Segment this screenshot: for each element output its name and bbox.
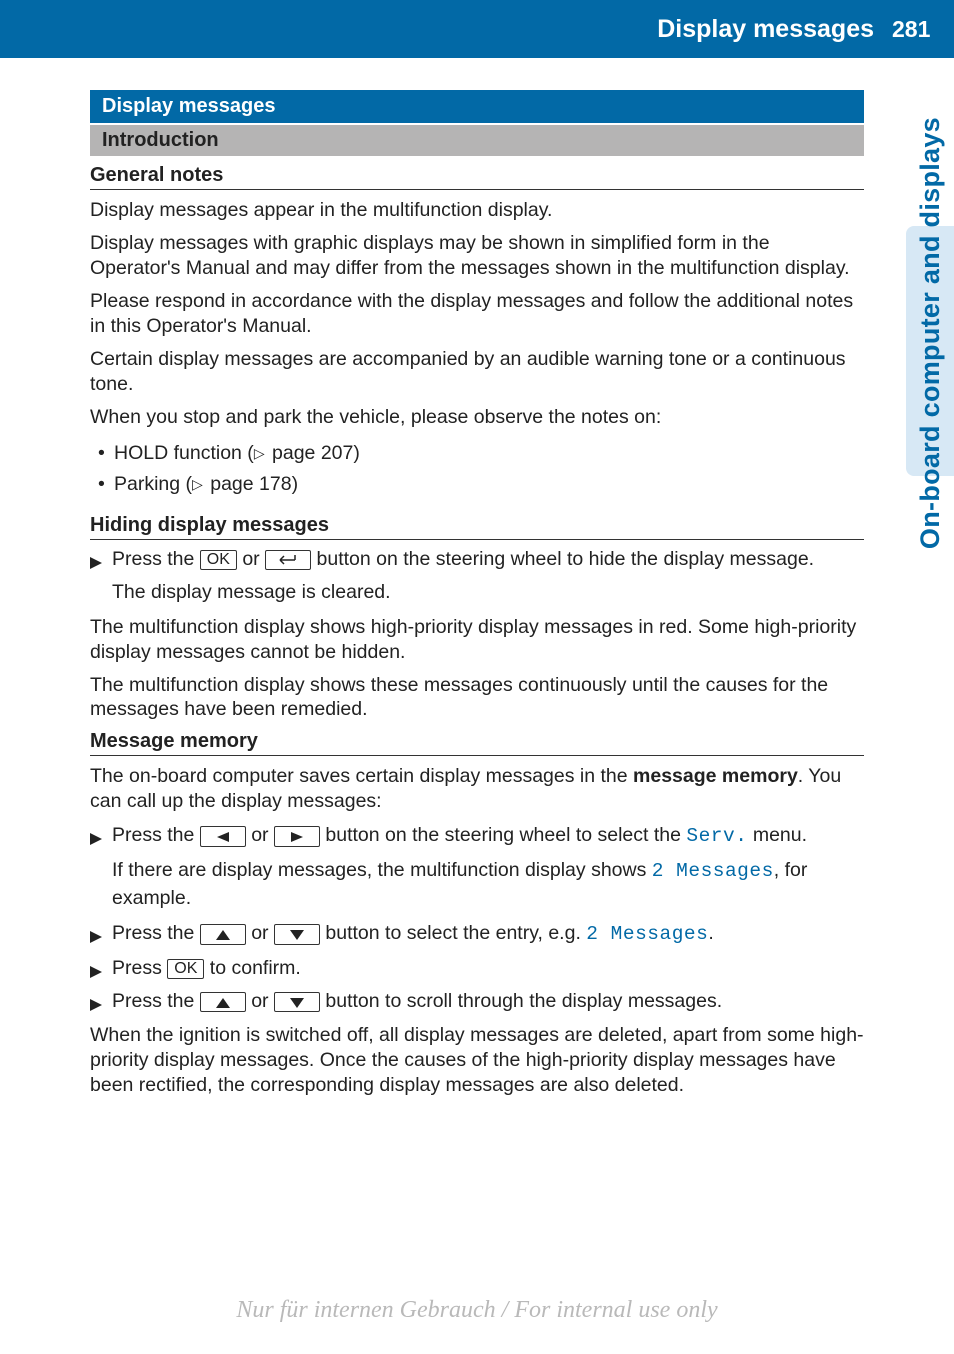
display-text-messages: 2 Messages xyxy=(586,923,708,945)
header-title: Display messages xyxy=(657,15,874,44)
step-text: menu. xyxy=(747,824,807,846)
paragraph: Please respond in accordance with the di… xyxy=(90,289,864,339)
step-marker-icon xyxy=(90,959,102,986)
step-text: or xyxy=(246,990,274,1012)
instruction-step: Press the or button on the steering whee… xyxy=(90,822,864,850)
back-button-icon xyxy=(265,550,311,570)
left-arrow-button-icon xyxy=(200,826,246,846)
watermark-text: Nur für internen Gebrauch / For internal… xyxy=(0,1297,954,1324)
instruction-step: Press the OK or button on the steering w… xyxy=(90,546,864,573)
step-sub-text: If there are display messages, the multi… xyxy=(90,857,864,913)
step-text: or xyxy=(237,548,265,570)
display-text-serv: Serv. xyxy=(686,825,747,847)
reference-triangle-icon: ▷ xyxy=(192,473,203,495)
step-marker-icon xyxy=(90,992,102,1019)
step-text: or xyxy=(246,824,274,846)
ok-button-icon: OK xyxy=(200,550,237,570)
paragraph: The multifunction display shows high-pri… xyxy=(90,615,864,665)
page-header: Display messages 281 xyxy=(0,0,954,58)
paragraph: When the ignition is switched off, all d… xyxy=(90,1023,864,1098)
list-text: Parking ( xyxy=(114,473,192,495)
step-text: Press xyxy=(112,957,167,979)
ok-button-icon: OK xyxy=(167,959,204,979)
list-item: HOLD function (▷ page 207) xyxy=(98,438,864,469)
side-tab-label: On-board computer and displays xyxy=(915,117,946,549)
step-marker-icon xyxy=(90,924,102,951)
instruction-step: Press the or button to select the entry,… xyxy=(90,920,864,948)
paragraph: Certain display messages are accompanied… xyxy=(90,347,864,397)
list-text: ) xyxy=(292,473,299,495)
step-text: button to scroll through the display mes… xyxy=(320,990,722,1012)
right-arrow-button-icon xyxy=(274,826,320,846)
step-sub-text: The display message is cleared. xyxy=(90,579,864,606)
step-text: Press the xyxy=(112,990,200,1012)
list-item: Parking (▷ page 178) xyxy=(98,469,864,500)
page-content: Display messages Introduction General no… xyxy=(90,0,914,1098)
reference-triangle-icon: ▷ xyxy=(254,442,265,464)
text: If there are display messages, the multi… xyxy=(112,859,652,881)
section-heading: Display messages xyxy=(90,90,864,123)
page-number: 281 xyxy=(886,16,946,43)
text-bold: message memory xyxy=(633,765,798,787)
subsection-heading: Introduction xyxy=(90,125,864,156)
page-ref: page 178 xyxy=(210,473,291,495)
step-text: Press the xyxy=(112,824,200,846)
step-text: button on the steering wheel to select t… xyxy=(320,824,686,846)
down-arrow-button-icon xyxy=(274,924,320,944)
step-text: or xyxy=(246,922,274,944)
step-marker-icon xyxy=(90,826,102,853)
instruction-step: Press the or button to scroll through th… xyxy=(90,988,864,1015)
side-tab: On-board computer and displays xyxy=(906,98,954,568)
up-arrow-button-icon xyxy=(200,924,246,944)
bullet-list: HOLD function (▷ page 207) Parking (▷ pa… xyxy=(98,438,864,500)
step-text: Press the xyxy=(112,922,200,944)
heading-hiding: Hiding display messages xyxy=(90,514,864,540)
instruction-step: Press OK to confirm. xyxy=(90,955,864,982)
display-text-messages: 2 Messages xyxy=(652,860,774,882)
paragraph: The on-board computer saves certain disp… xyxy=(90,764,864,814)
page-ref: page 207 xyxy=(272,442,353,464)
step-marker-icon xyxy=(90,550,102,577)
list-text: ) xyxy=(353,442,360,464)
up-arrow-button-icon xyxy=(200,992,246,1012)
heading-general-notes: General notes xyxy=(90,164,864,190)
step-text: button on the steering wheel to hide the… xyxy=(311,548,814,570)
step-text: Press the xyxy=(112,548,200,570)
paragraph: The multifunction display shows these me… xyxy=(90,673,864,723)
paragraph: Display messages with graphic displays m… xyxy=(90,231,864,281)
paragraph: When you stop and park the vehicle, plea… xyxy=(90,405,864,430)
heading-memory: Message memory xyxy=(90,730,864,756)
list-text: HOLD function ( xyxy=(114,442,254,464)
step-text: . xyxy=(708,922,713,944)
text: The on-board computer saves certain disp… xyxy=(90,765,633,787)
down-arrow-button-icon xyxy=(274,992,320,1012)
step-text: button to select the entry, e.g. xyxy=(320,922,586,944)
paragraph: Display messages appear in the multifunc… xyxy=(90,198,864,223)
step-text: to confirm. xyxy=(204,957,300,979)
